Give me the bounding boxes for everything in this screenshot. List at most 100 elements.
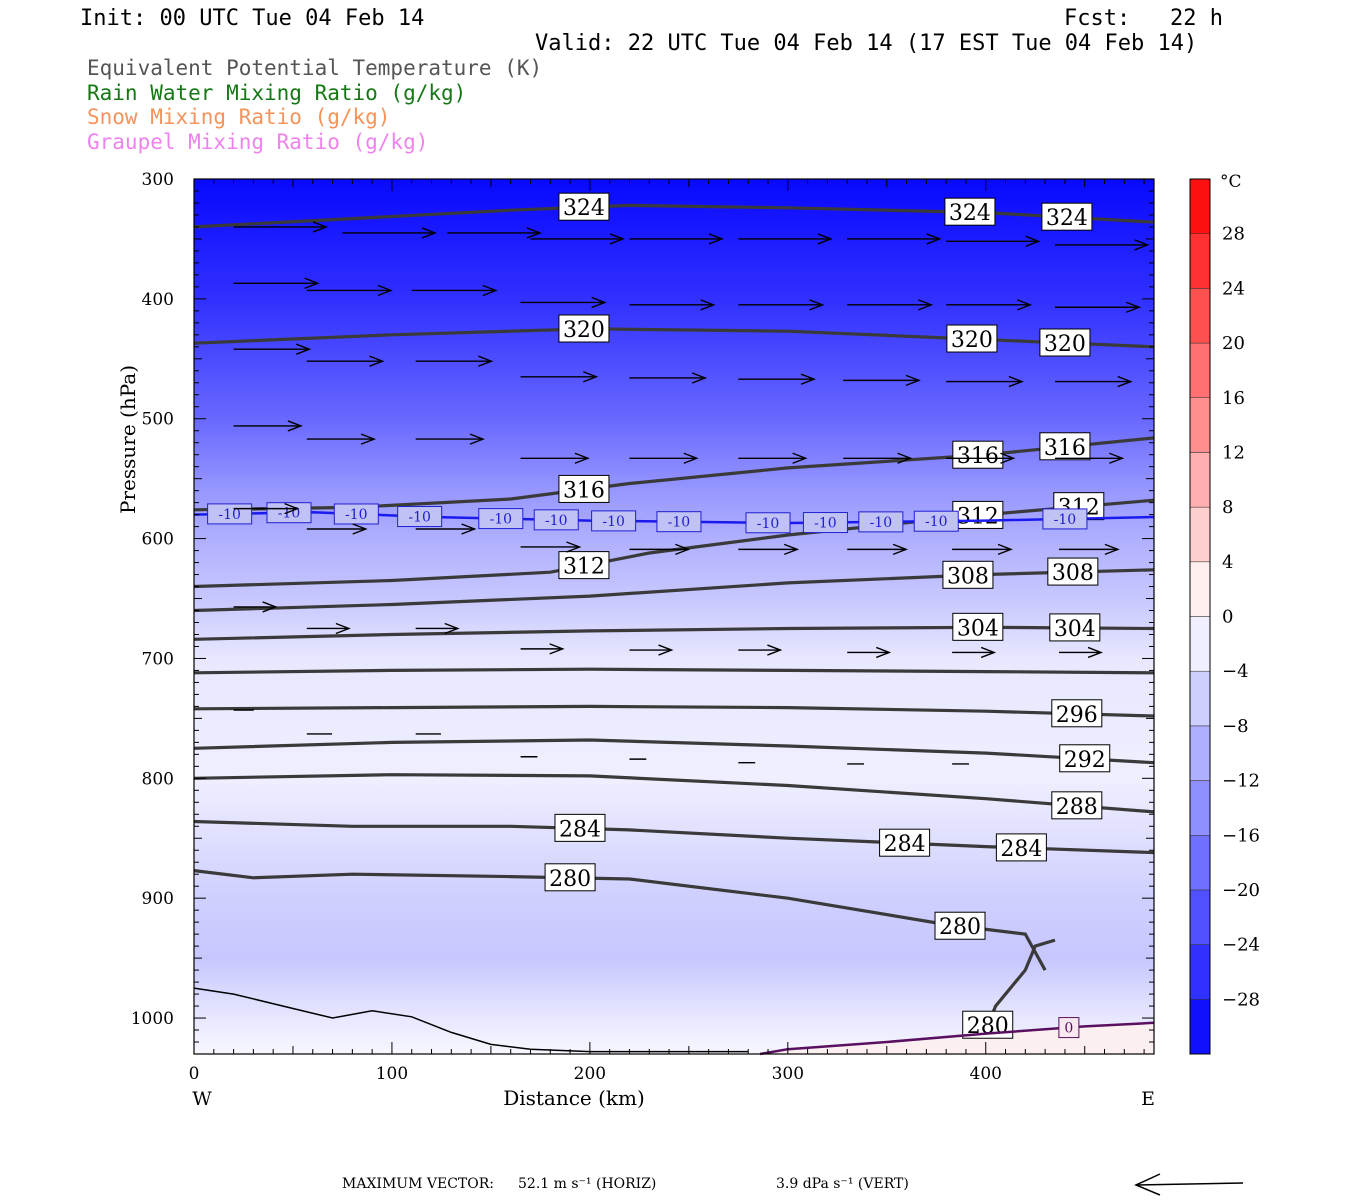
legend-item: Rain Water Mixing Ratio (g/kg) xyxy=(87,80,467,105)
colorbar-frame xyxy=(1189,178,1211,1055)
colorbar-unit: °C xyxy=(1220,172,1242,192)
colorbar-tick-label: 8 xyxy=(1222,497,1233,518)
wind-vector-head xyxy=(444,622,460,635)
wind-vector-head xyxy=(369,355,385,367)
wind-vector-head xyxy=(478,355,494,367)
colorbar-tick-label: −12 xyxy=(1222,771,1260,792)
wind-vector-head xyxy=(980,646,997,659)
theta-e-contour xyxy=(193,327,1155,349)
colorbar-step xyxy=(1189,835,1211,891)
wind-vector-head xyxy=(691,372,708,384)
y-tick-label: 600 xyxy=(142,530,174,550)
theta-e-label-box xyxy=(558,192,610,221)
colorbar-tick-label: −24 xyxy=(1222,935,1260,956)
theta-e-label-box xyxy=(946,324,998,353)
wind-vector-head xyxy=(918,299,934,311)
y-tick-label: 400 xyxy=(142,290,174,310)
theta-e-label-box xyxy=(952,612,1004,641)
isotherm-label: -10 xyxy=(408,510,431,526)
isotherm-label-box xyxy=(802,512,848,534)
x-tick-label: 200 xyxy=(574,1064,606,1084)
theta-e-label: 280 xyxy=(939,915,981,940)
legend-item: Snow Mixing Ratio (g/kg) xyxy=(87,105,391,129)
colorbar-tick-label: 20 xyxy=(1222,333,1245,354)
theta-e-label-box xyxy=(558,314,610,343)
colorbar-tick-label: 12 xyxy=(1222,442,1245,463)
plot-frame xyxy=(193,178,1155,1055)
theta-e-label-box xyxy=(995,833,1047,862)
theta-e-contour xyxy=(193,819,1155,855)
wind-vector-head xyxy=(583,371,599,383)
colorbar-step xyxy=(1189,999,1211,1055)
wind-vector-head xyxy=(1134,239,1150,251)
x-tick-label: 0 xyxy=(189,1064,200,1084)
theta-e-label: 320 xyxy=(1044,332,1086,357)
wind-vector-head xyxy=(792,452,808,464)
theta-e-contour xyxy=(193,869,1047,971)
theta-e-label-box xyxy=(1041,202,1093,231)
x-end-label-east: E xyxy=(1141,1088,1155,1110)
colorbar-tick-label: 24 xyxy=(1222,278,1245,299)
wind-vector-head xyxy=(377,284,393,297)
wind-vector-head xyxy=(926,233,942,245)
colorbar-step xyxy=(1189,780,1211,836)
isotherm-label-box xyxy=(533,509,579,531)
colorbar-step xyxy=(1189,670,1211,727)
theta-e-label: 284 xyxy=(884,832,926,857)
wind-vector-head xyxy=(683,452,699,464)
x-tick-label: 100 xyxy=(376,1064,408,1084)
theta-e-label: 316 xyxy=(957,444,999,469)
theta-e-label: 312 xyxy=(957,504,999,529)
colorbar-step xyxy=(1189,725,1211,781)
isotherm-label: -10 xyxy=(602,514,625,530)
wind-vector-head xyxy=(566,541,582,553)
legend-item: Equivalent Potential Temperature (K) xyxy=(87,56,543,80)
y-tick-label: 900 xyxy=(142,889,174,909)
max-vector-vert: 3.9 dPa s⁻¹ (VERT) xyxy=(776,1176,909,1192)
wind-vector-head xyxy=(876,646,892,659)
wind-vector-head xyxy=(809,299,825,311)
colorbar-tick-label: −20 xyxy=(1222,880,1260,901)
theta-e-label: 308 xyxy=(1052,561,1094,586)
theta-e-label-box xyxy=(1051,791,1103,820)
wind-vector-head xyxy=(658,644,674,656)
theta-e-label: 304 xyxy=(1054,617,1096,642)
theta-e-contour xyxy=(193,667,1155,675)
x-tick-label: 300 xyxy=(772,1064,804,1084)
theta-e-label: 280 xyxy=(549,867,591,892)
wind-vector-head xyxy=(1025,235,1041,247)
isotherm-label-box xyxy=(656,511,702,533)
wind-vector-head xyxy=(1117,375,1133,388)
wind-vector-head xyxy=(574,452,590,464)
isotherm-label: -10 xyxy=(1054,512,1077,528)
wind-vector-head xyxy=(1087,646,1104,659)
theta-e-label: 312 xyxy=(563,555,605,580)
theta-e-label: 320 xyxy=(563,318,605,343)
isotherm-label-box xyxy=(397,506,443,528)
wind-vector-head xyxy=(997,543,1013,556)
isotherm-label: -10 xyxy=(218,507,241,523)
theta-e-label-box xyxy=(879,828,931,857)
theta-e-label: 288 xyxy=(1056,795,1098,820)
valid-time: Valid: 22 UTC Tue 04 Feb 14 (17 EST Tue … xyxy=(535,31,1198,56)
x-tick-label: 400 xyxy=(970,1064,1002,1084)
colorbar-tick-label: 0 xyxy=(1222,607,1233,628)
theta-e-label: 296 xyxy=(1056,703,1098,728)
theta-e-label-box xyxy=(944,197,996,226)
colorbar-step xyxy=(1189,506,1211,563)
wind-vector-head xyxy=(304,277,320,289)
isotherm-label-box xyxy=(858,511,904,533)
wind-vector-head xyxy=(526,227,542,239)
wind-vector-head xyxy=(1125,301,1142,313)
wind-vector-head xyxy=(817,233,833,245)
theta-e-label-box xyxy=(934,911,986,940)
isotherm-label-box xyxy=(266,502,312,524)
y-tick-label: 300 xyxy=(142,170,174,190)
colorbar-tick-label: 28 xyxy=(1222,224,1245,245)
y-tick-label: 700 xyxy=(142,649,174,669)
colorbar-tick-label: −16 xyxy=(1222,825,1260,846)
isotherm-zero xyxy=(759,1021,1155,1056)
wind-vector-head xyxy=(461,523,477,535)
isotherm-label: -10 xyxy=(925,514,948,530)
